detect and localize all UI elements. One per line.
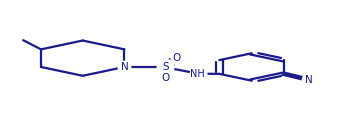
Text: O: O (161, 73, 170, 83)
Text: N: N (305, 75, 312, 85)
Text: S: S (162, 62, 169, 72)
Text: O: O (173, 53, 181, 63)
Text: N: N (121, 62, 128, 72)
Text: NH: NH (190, 69, 205, 79)
